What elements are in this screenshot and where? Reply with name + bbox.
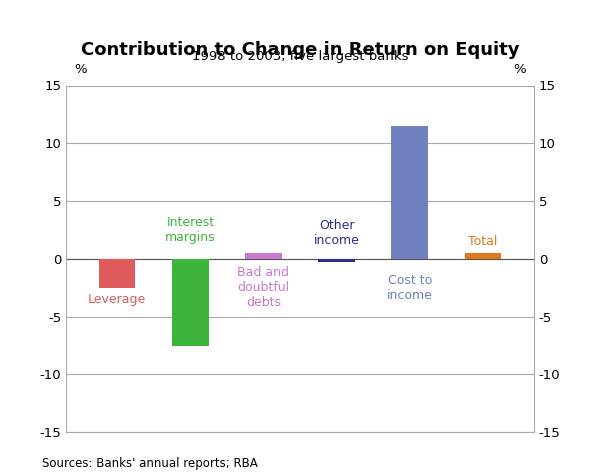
Text: Leverage: Leverage bbox=[88, 293, 146, 306]
Bar bbox=[172, 259, 209, 346]
Bar bbox=[245, 253, 282, 259]
Bar bbox=[99, 259, 136, 288]
Text: Total: Total bbox=[468, 235, 497, 248]
Text: Other
income: Other income bbox=[314, 219, 359, 247]
Bar bbox=[464, 253, 501, 259]
Bar bbox=[318, 259, 355, 262]
Text: %: % bbox=[74, 63, 87, 76]
Bar bbox=[391, 126, 428, 259]
Text: Sources: Banks' annual reports; RBA: Sources: Banks' annual reports; RBA bbox=[42, 457, 258, 470]
Text: Bad and
doubtful
debts: Bad and doubtful debts bbox=[238, 266, 290, 309]
Title: Contribution to Change in Return on Equity: Contribution to Change in Return on Equi… bbox=[81, 41, 519, 59]
Text: %: % bbox=[513, 63, 526, 76]
Text: Interest
margins: Interest margins bbox=[165, 216, 215, 244]
Text: 1998 to 2003, five largest banks: 1998 to 2003, five largest banks bbox=[192, 50, 408, 63]
Text: Cost to
income: Cost to income bbox=[387, 274, 433, 302]
